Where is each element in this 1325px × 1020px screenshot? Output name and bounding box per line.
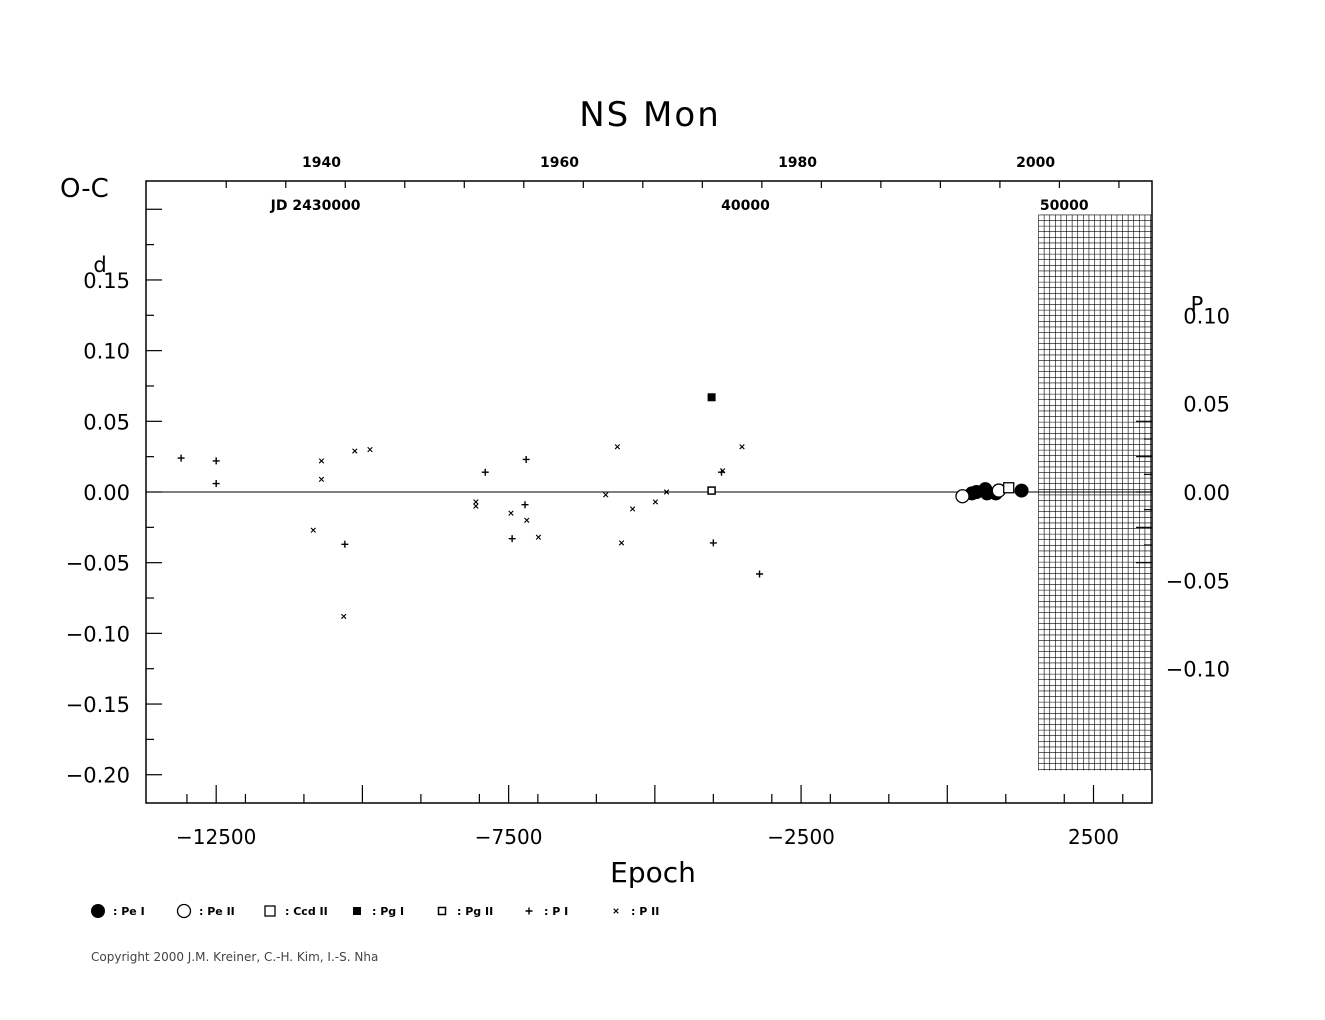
data-point-cross bbox=[629, 506, 636, 512]
legend-symbol-filled-square bbox=[353, 907, 361, 915]
legend-label: : Ccd II bbox=[285, 905, 328, 918]
legend-label: : Pg II bbox=[457, 905, 493, 918]
data-point-small-open-square bbox=[707, 486, 716, 495]
legend-label: : P I bbox=[544, 905, 568, 918]
data-point-plus bbox=[177, 454, 185, 462]
x-tick-label: −7500 bbox=[475, 825, 543, 849]
jd-tick-label: JD 2430000 bbox=[270, 198, 361, 214]
data-point-plus bbox=[756, 570, 764, 578]
right-tick-label: 0.05 bbox=[1183, 393, 1230, 417]
future-epoch-grid bbox=[1038, 214, 1152, 771]
data-point-plus bbox=[521, 501, 529, 509]
year-tick-label: 1960 bbox=[540, 155, 579, 171]
data-point-cross bbox=[720, 468, 726, 474]
y-tick-label: 0.05 bbox=[83, 410, 130, 434]
legend-label: : Pe I bbox=[113, 905, 145, 918]
data-point-open-square bbox=[1003, 482, 1015, 494]
legend-symbol-open-square bbox=[264, 905, 276, 917]
legend-label: : P II bbox=[631, 905, 659, 918]
data-point-cross bbox=[367, 446, 373, 453]
year-tick-label: 1980 bbox=[778, 155, 817, 171]
y-tick-label: 0.10 bbox=[83, 340, 130, 364]
y-unit-label: d bbox=[93, 253, 106, 277]
right-tick-label: −0.10 bbox=[1166, 658, 1230, 682]
legend-label: : Pe II bbox=[199, 905, 235, 918]
year-tick-label: 1940 bbox=[302, 155, 341, 171]
y-tick-label: −0.15 bbox=[66, 693, 130, 717]
jd-tick-label: 40000 bbox=[721, 198, 770, 214]
data-point-plus bbox=[508, 535, 516, 543]
data-point-plus bbox=[341, 540, 349, 548]
data-point-cross bbox=[508, 510, 514, 516]
legend: : Pe I : Pe II : Ccd II : Pg I : Pg II : P I:… bbox=[91, 903, 659, 919]
legend-symbol-small-open-square bbox=[437, 906, 447, 916]
legend-symbol-filled-circle bbox=[91, 904, 105, 918]
legend-symbol-plus bbox=[525, 907, 533, 915]
year-tick-label: 2000 bbox=[1016, 155, 1055, 171]
y-tick-label: −0.20 bbox=[66, 764, 130, 788]
right-unit-label: P bbox=[1191, 292, 1204, 316]
x-tick-label: 2500 bbox=[1068, 825, 1119, 849]
x-tick-label: −2500 bbox=[767, 825, 835, 849]
tick-labels: 0.15d 0.10 0.05 0.00 −0.05 −0.10 −0.15 −0.20 0.1… bbox=[66, 155, 1230, 849]
jd-tick-label: 50000 bbox=[1040, 198, 1089, 214]
right-tick-label: −0.05 bbox=[1166, 569, 1230, 593]
data-point-plus bbox=[481, 468, 489, 476]
data-point-plus bbox=[522, 455, 530, 463]
right-tick-label: 0.10 bbox=[1183, 304, 1230, 328]
data-point-cross bbox=[663, 489, 670, 495]
y-axis-label: O-C bbox=[60, 174, 109, 204]
data-point-cross bbox=[739, 444, 745, 450]
data-point-cross bbox=[310, 527, 316, 533]
data-point-cross bbox=[318, 458, 325, 464]
axis-ticks bbox=[146, 181, 1152, 803]
legend-symbol-open-circle bbox=[176, 903, 192, 919]
data-point-cross bbox=[614, 444, 621, 450]
data-point-plus bbox=[709, 539, 717, 547]
y-tick-label: 0.15 bbox=[83, 269, 130, 293]
legend-label: : Pg I bbox=[372, 905, 404, 918]
data-point-filled-circle bbox=[1014, 483, 1029, 498]
x-axis-label: Epoch bbox=[610, 856, 696, 889]
data-point-cross bbox=[473, 503, 479, 509]
data-point-open-circle bbox=[955, 489, 970, 504]
data-point-cross bbox=[535, 534, 542, 540]
data-point-cross bbox=[618, 540, 625, 546]
data-point-cross bbox=[352, 448, 358, 454]
y-tick-label: −0.05 bbox=[66, 552, 130, 576]
data-point-cross bbox=[318, 476, 325, 482]
legend-symbol-cross bbox=[613, 908, 619, 914]
data-point-cross bbox=[341, 613, 347, 620]
data-point-cross bbox=[603, 492, 609, 498]
right-tick-label: 0.00 bbox=[1183, 481, 1230, 505]
data-point-cross bbox=[652, 499, 659, 505]
y-tick-label: −0.10 bbox=[66, 622, 130, 646]
data-point-cross bbox=[524, 517, 530, 523]
copyright-text: Copyright 2000 J.M. Kreiner, C.-H. Kim, … bbox=[91, 950, 378, 964]
data-points bbox=[177, 393, 1029, 620]
data-point-filled-square bbox=[707, 393, 716, 402]
y-tick-label: 0.00 bbox=[83, 481, 130, 505]
chart-title: NS Mon bbox=[579, 95, 721, 135]
data-point-cross bbox=[473, 499, 479, 505]
data-point-plus bbox=[212, 480, 220, 488]
data-point-plus bbox=[212, 457, 220, 465]
x-tick-label: −12500 bbox=[176, 825, 256, 849]
